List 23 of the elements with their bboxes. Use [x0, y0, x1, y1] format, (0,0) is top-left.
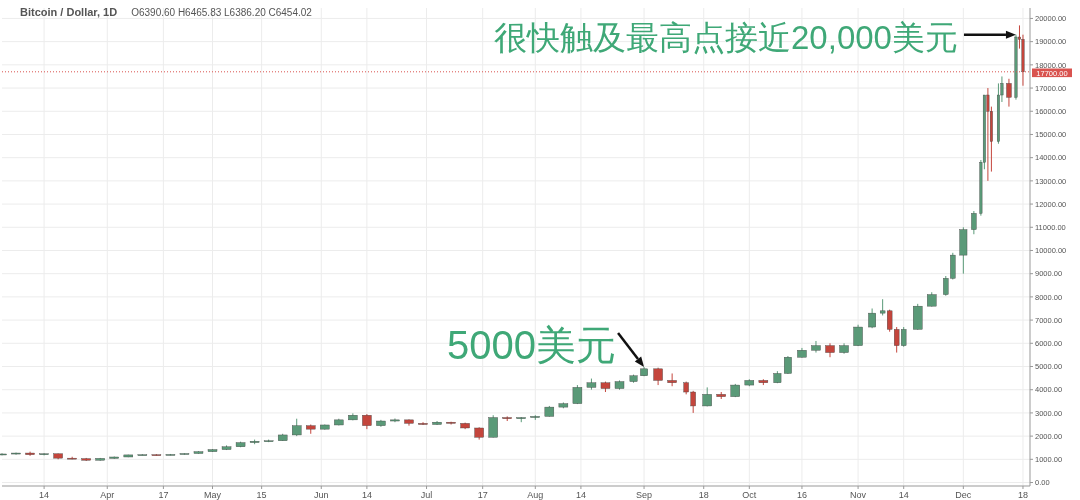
- annotation: O6390.60 H6465.83 L6386.20 C6454.02: [131, 7, 313, 18]
- x-tick-label: Jun: [314, 490, 329, 500]
- x-tick-label: Oct: [742, 490, 757, 500]
- x-tick-label: Jul: [420, 490, 433, 500]
- x-tick-label: Apr: [100, 490, 115, 500]
- x-tick-label: 15: [256, 490, 267, 500]
- x-tick-label: 14: [575, 490, 586, 500]
- x-tick-label: 14: [39, 490, 50, 500]
- x-tick-label: 14: [361, 490, 372, 500]
- x-tick-label: 17: [158, 490, 169, 500]
- x-tick-label: 16: [796, 490, 807, 500]
- x-tick-label: 18: [698, 490, 709, 500]
- annotation: 很快触及最高点接近20,000美元: [494, 18, 1016, 56]
- x-tick-label: Aug: [527, 490, 544, 500]
- chart-title: Bitcoin / Dollar, 1D: [20, 6, 118, 18]
- x-tick-label: 14: [898, 490, 909, 500]
- annotation: 5000美元: [447, 322, 645, 367]
- x-tick-label: Sep: [636, 490, 653, 500]
- x-tick-label: Dec: [955, 490, 972, 500]
- x-tick-label: Nov: [850, 490, 867, 500]
- x-tick-label: May: [204, 490, 222, 500]
- x-tick-label: 18: [1017, 490, 1028, 500]
- x-tick-label: 17: [477, 490, 488, 500]
